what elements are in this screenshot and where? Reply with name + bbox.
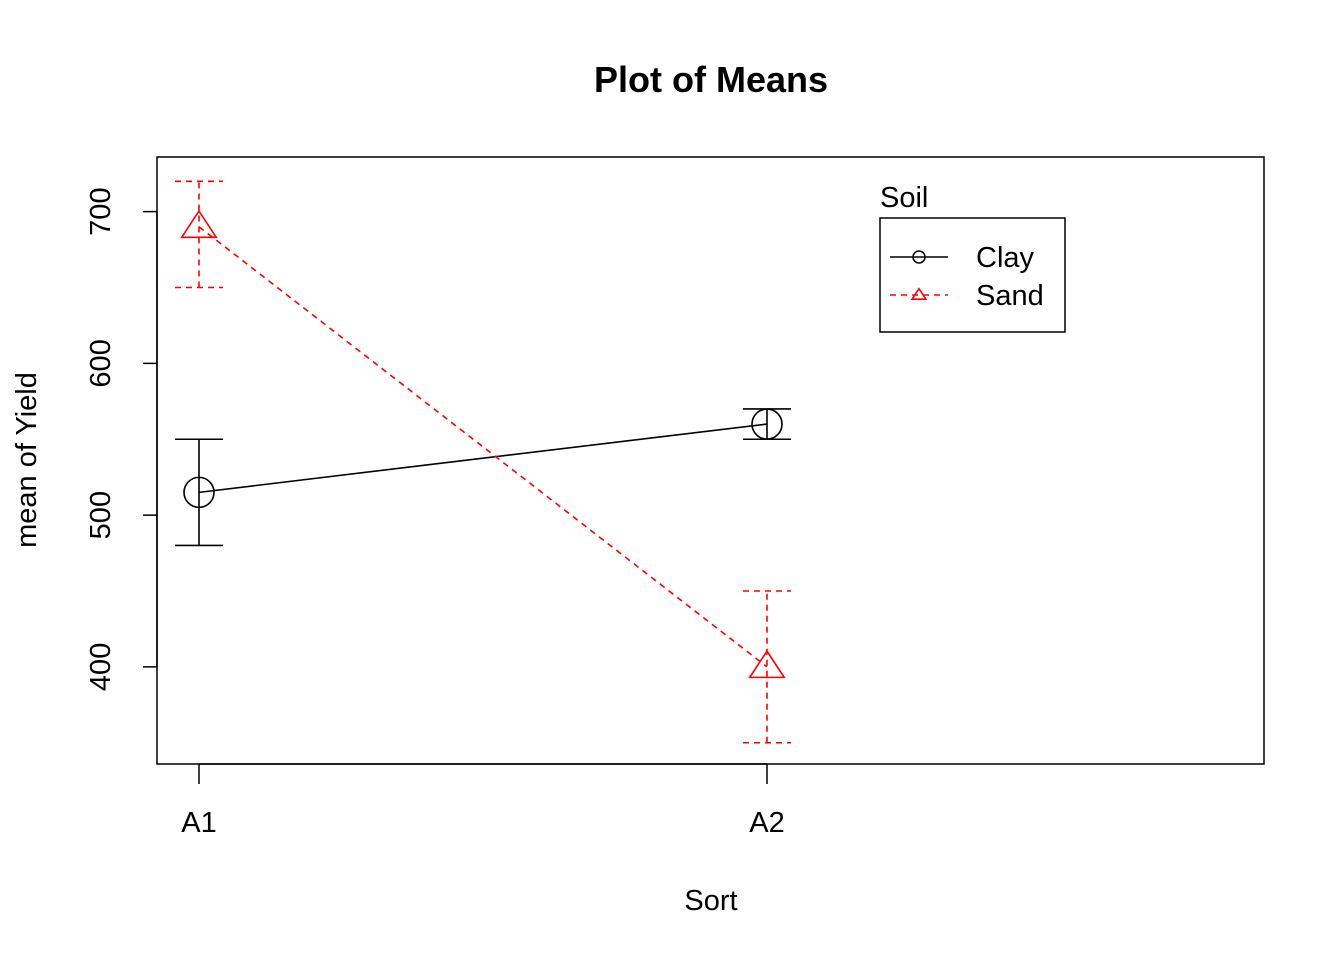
x-axis-label: Sort bbox=[684, 885, 737, 917]
point-sand bbox=[180, 209, 218, 239]
y-tick-label: 700 bbox=[85, 187, 117, 235]
point-sand bbox=[910, 287, 928, 301]
y-axis: 400 500 600 700 bbox=[85, 187, 158, 691]
x-axis: A1 A2 bbox=[181, 763, 785, 839]
x-tick-label: A2 bbox=[749, 807, 784, 839]
series-sand bbox=[175, 180, 791, 744]
chart-title: Plot of Means bbox=[594, 59, 828, 100]
y-axis-label: mean of Yield bbox=[11, 372, 43, 548]
legend-title: Soil bbox=[880, 182, 928, 214]
point-clay bbox=[751, 408, 783, 440]
point-sand bbox=[748, 649, 786, 679]
y-tick-label: 600 bbox=[85, 339, 117, 387]
x-tick-label: A1 bbox=[181, 807, 216, 839]
legend: Soil Clay Sand bbox=[879, 182, 1066, 333]
y-tick-label: 400 bbox=[85, 643, 117, 691]
y-tick-label: 500 bbox=[85, 491, 117, 539]
series-clay bbox=[175, 408, 791, 547]
series-line-sand bbox=[198, 226, 768, 668]
series-line-clay bbox=[198, 423, 768, 494]
point-clay bbox=[912, 250, 926, 264]
legend-label-sand: Sand bbox=[976, 280, 1044, 312]
legend-label-clay: Clay bbox=[976, 242, 1035, 274]
legend-box bbox=[879, 217, 1066, 333]
plot-frame bbox=[156, 156, 1265, 765]
plot-area bbox=[175, 180, 791, 744]
point-clay bbox=[183, 476, 215, 509]
